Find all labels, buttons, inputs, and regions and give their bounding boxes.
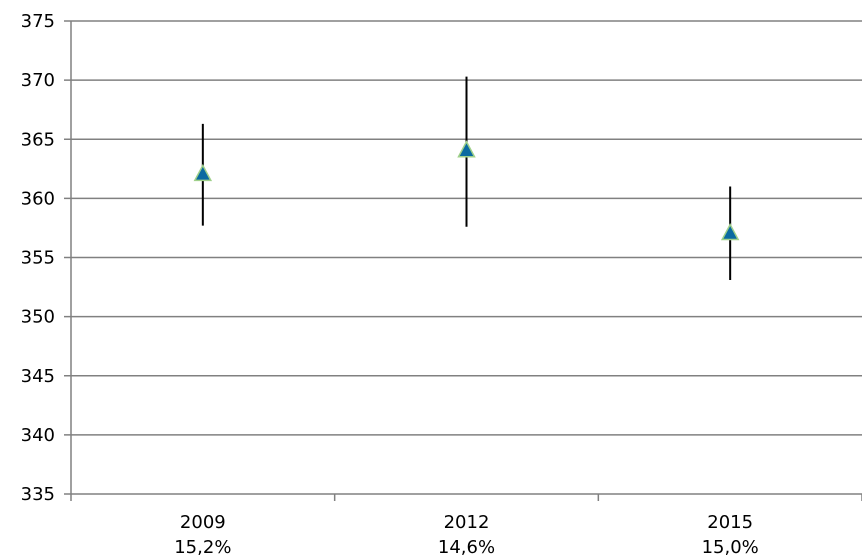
x-category-label: 2015 [707, 512, 753, 533]
data-point-triangle [457, 140, 476, 158]
y-tick-label: 370 [21, 70, 55, 91]
axes [64, 20, 862, 501]
x-category-sublabel: 15,0% [702, 537, 759, 558]
x-category-sublabel: 14,6% [438, 537, 495, 558]
data-point-triangle [193, 163, 213, 182]
y-tick-label: 375 [21, 11, 55, 32]
y-tick-label: 335 [21, 484, 55, 505]
x-category-label: 2009 [180, 512, 226, 533]
y-tick-label: 340 [21, 425, 55, 446]
y-tick-label: 365 [21, 129, 55, 150]
x-category-labels: 2009 15,2% 2012 14,6% 2015 15,0% [174, 512, 759, 558]
data-markers [193, 140, 740, 241]
y-tick-label: 345 [21, 366, 55, 387]
error-bars [201, 76, 732, 280]
x-category-label: 2012 [444, 512, 490, 533]
x-category-sublabel: 15,2% [174, 537, 231, 558]
y-tick-label: 350 [21, 307, 55, 328]
y-tick-label: 360 [21, 188, 55, 209]
data-point-triangle [720, 222, 740, 241]
y-tick-label: 355 [21, 248, 55, 269]
y-tick-labels: 335 340 345 350 355 360 365 370 375 [21, 11, 55, 505]
